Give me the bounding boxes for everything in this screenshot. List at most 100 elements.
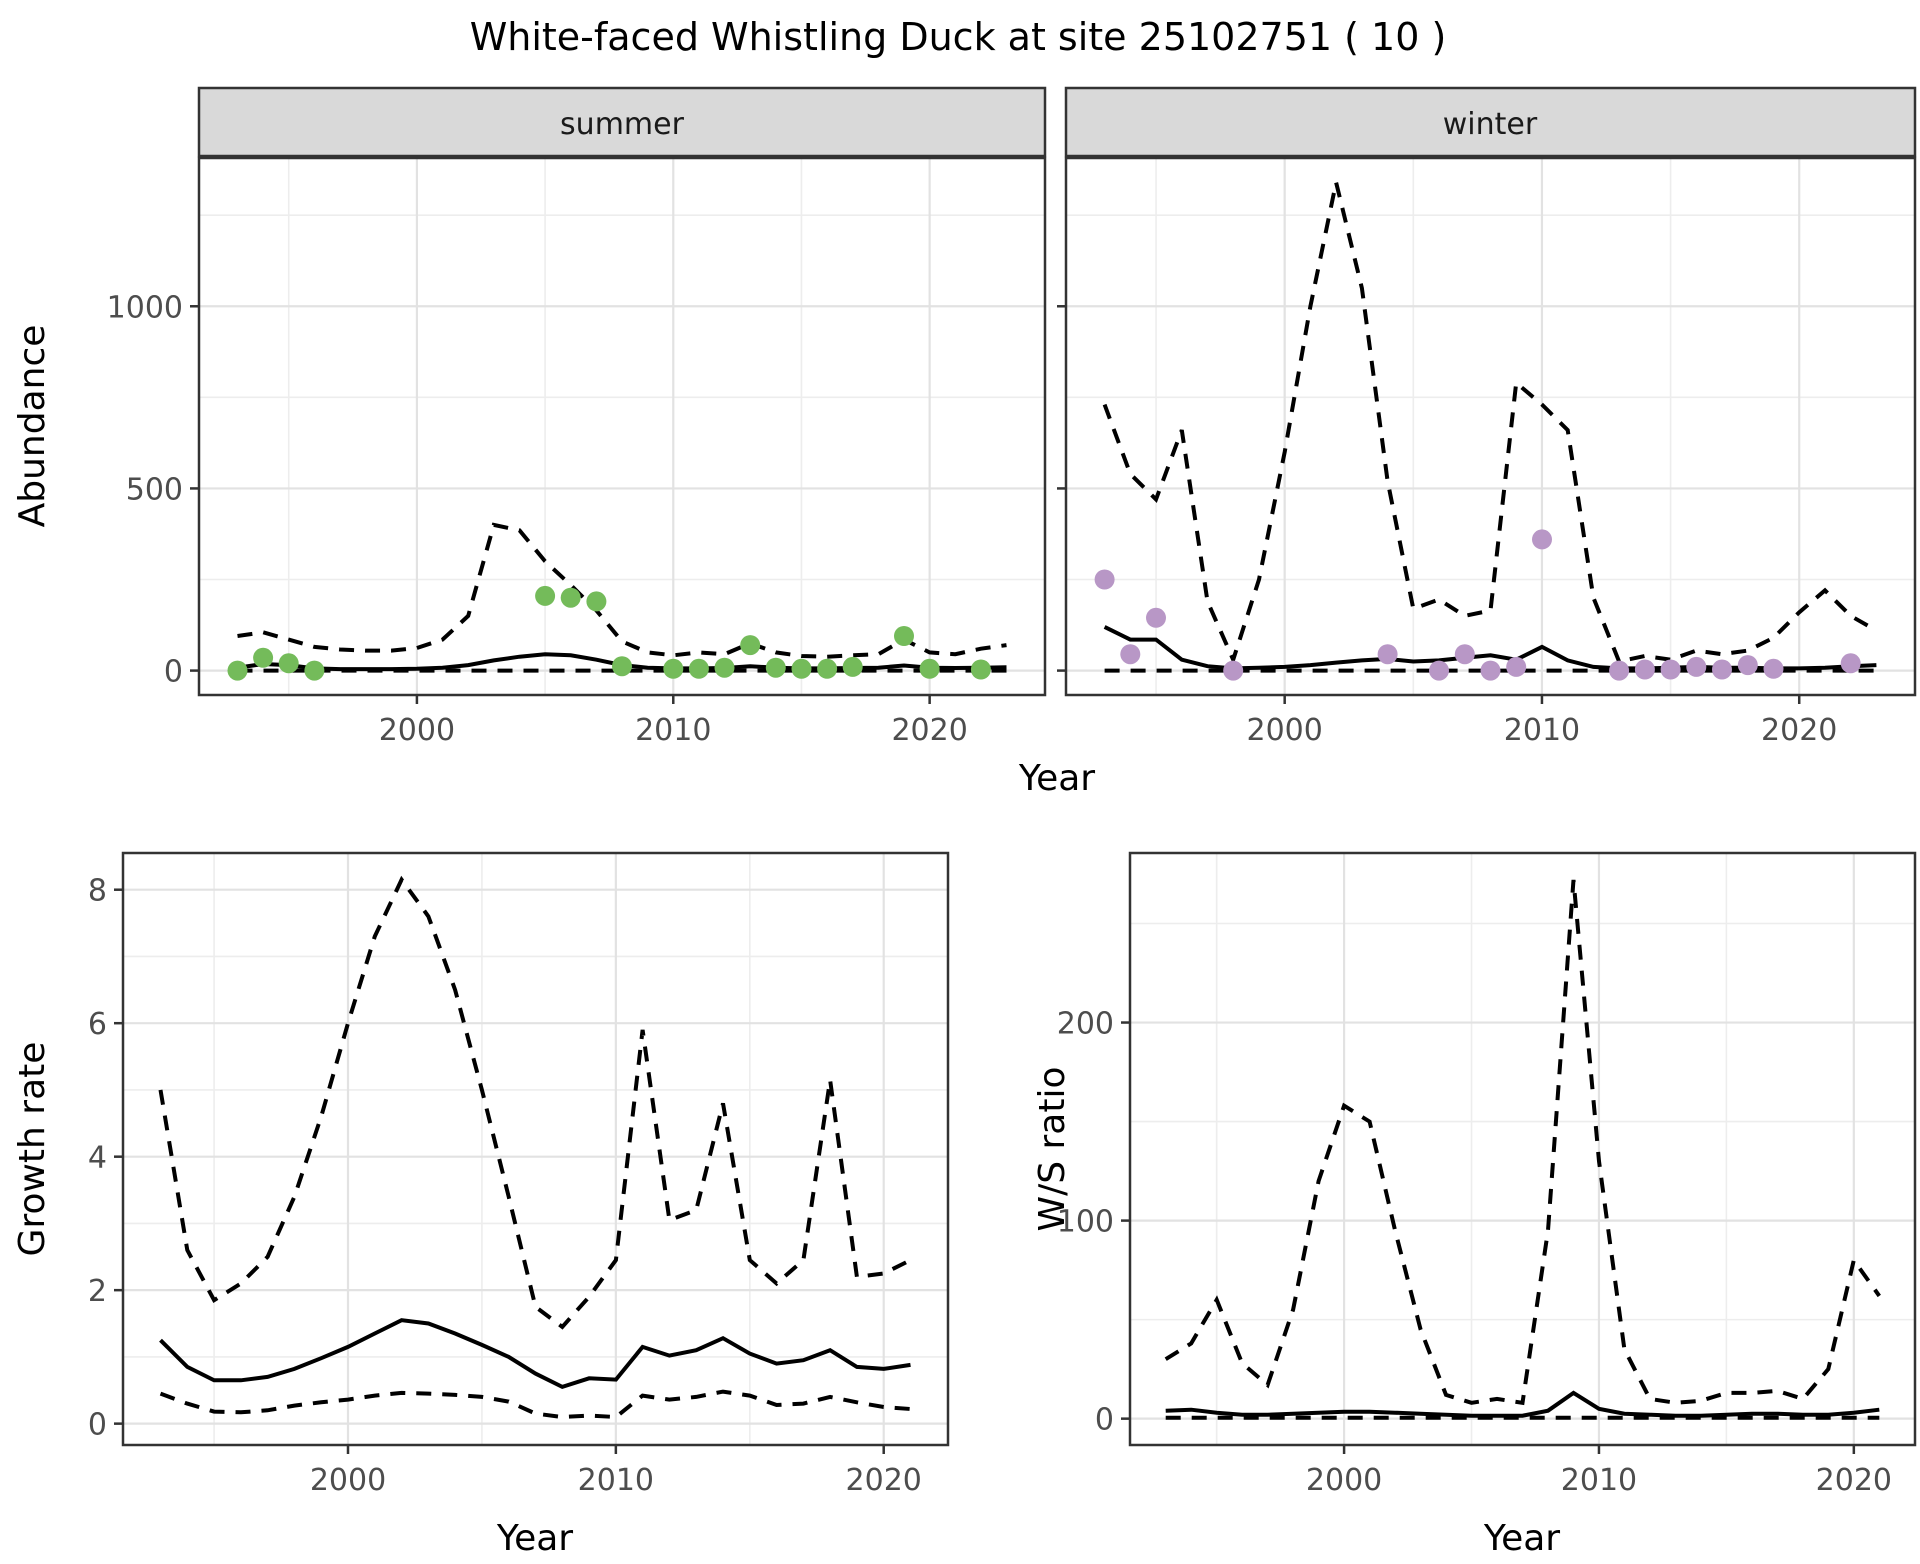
abundance_winter-point (1712, 659, 1732, 680)
abundance_winter-point (1429, 660, 1449, 681)
abundance_summer-point (560, 587, 581, 608)
abundance_summer-panel: 2000 2010 2020 0 500 1000 (107, 86, 1047, 748)
abundance_summer-x-tick-label: 2010 (635, 713, 711, 748)
y-axis-title-ws-ratio: W/S ratio (1032, 1066, 1073, 1231)
ws_ratio-fit-line (1165, 1390, 1880, 1418)
growth_rate-y-tick-label: 6 (88, 1007, 107, 1042)
growth_rate-axis-ticks: 2000 2010 2020 0 2 4 6 8 (88, 874, 922, 1498)
abundance_summer-point (894, 626, 914, 646)
ws_ratio-y-tick-label: 200 (1057, 1007, 1114, 1042)
growth_rate-y-tick-label: 0 (88, 1408, 107, 1443)
abundance_summer-point (842, 656, 863, 677)
abundance_summer-point (765, 657, 786, 678)
y-axis-title-growth-rate: Growth rate (12, 1042, 53, 1257)
abundance_winter-point (1840, 653, 1861, 674)
ws_ratio-x-tick-label: 2020 (1816, 1463, 1892, 1498)
abundance_winter-panel-background (1066, 158, 1915, 695)
abundance_summer-point (663, 658, 684, 679)
abundance_winter-facet-strip (1064, 86, 1917, 158)
abundance_summer-point (791, 658, 812, 679)
abundance_summer-upper_ci-line (237, 522, 1007, 659)
abundance_summer-point (535, 585, 556, 606)
abundance_summer-point (227, 660, 248, 681)
growth_rate-panel-border (121, 851, 950, 1447)
ws_ratio-upper_ci-line (1164, 879, 1881, 1406)
abundance_summer-point (919, 658, 940, 679)
abundance_summer-point (688, 658, 709, 679)
abundance_winter-point (1120, 644, 1141, 665)
abundance_summer-point (304, 660, 325, 681)
abundance_winter-x-tick-label: 2000 (1247, 713, 1323, 748)
abundance_winter-point (1223, 660, 1244, 681)
growth_rate-x-tick-label: 2020 (846, 1463, 922, 1498)
abundance_winter-point (1660, 659, 1681, 680)
abundance_winter-x-tick-label: 2020 (1761, 713, 1837, 748)
ws_ratio-y-tick-label: 100 (1057, 1205, 1114, 1240)
growth_rate-y-tick-label: 4 (88, 1141, 107, 1176)
ws_ratio-x-tick-label: 2000 (1306, 1463, 1382, 1498)
abundance_winter-point (1532, 529, 1552, 550)
abundance_summer-point (586, 591, 607, 612)
ws_ratio-panel-border (1128, 851, 1917, 1447)
abundance_summer-point (714, 657, 735, 678)
growth_rate-fit-line (159, 1318, 911, 1390)
abundance_summer-point (278, 653, 299, 674)
abundance_summer-points (227, 585, 991, 681)
growth_rate-panel-background (123, 853, 948, 1445)
x-axis-title-year-growth: Year (496, 1518, 573, 1559)
growth_rate-series (158, 875, 912, 1420)
abundance_winter-panel: 2000 2010 2020 (1057, 86, 1917, 748)
abundance_winter-gridlines (1066, 158, 1915, 695)
figure-title: White-faced Whistling Duck at site 25102… (470, 15, 1447, 59)
ws_ratio-panel: 2000 2010 2020 0 100 200 (1057, 851, 1917, 1498)
abundance_winter-upper_ci-line (1102, 181, 1878, 666)
abundance_winter-point (1480, 660, 1501, 681)
abundance_summer-x-tick-label: 2000 (379, 713, 455, 748)
growth_rate-upper_ci-line (158, 875, 912, 1330)
abundance_summer-point (253, 647, 274, 668)
abundance_summer-panel-background (199, 158, 1045, 695)
abundance_summer-point (740, 635, 761, 656)
ws_ratio-y-tick-label: 0 (1095, 1403, 1114, 1438)
ws_ratio-x-tick-label: 2010 (1561, 1463, 1637, 1498)
abundance_summer-y-tick-label: 0 (164, 655, 183, 690)
abundance_summer-point (612, 656, 632, 677)
ws_ratio-axis-ticks: 2000 2010 2020 0 100 200 (1057, 1007, 1892, 1498)
growth_rate-y-tick-label: 8 (88, 874, 107, 909)
growth_rate-x-tick-label: 2000 (310, 1463, 386, 1498)
abundance_summer-x-tick-label: 2020 (891, 713, 967, 748)
abundance_winter-point (1506, 656, 1527, 677)
ws_ratio-series (1164, 879, 1881, 1420)
abundance_summer-y-tick-label: 1000 (107, 290, 183, 325)
ws_ratio-panel-background (1130, 853, 1915, 1445)
growth_rate-panel: 2000 2010 2020 0 2 4 6 8 (88, 851, 950, 1498)
facet-label-winter: winter (1443, 107, 1538, 142)
ws_ratio-gridlines (1130, 853, 1915, 1445)
abundance_winter-point (1634, 659, 1655, 680)
abundance_winter-point (1377, 644, 1398, 665)
x-axis-title-year-ws: Year (1483, 1518, 1560, 1559)
abundance_summer-point (970, 659, 991, 680)
abundance_winter-axis-ticks: 2000 2010 2020 (1057, 305, 1837, 748)
growth_rate-x-tick-label: 2010 (578, 1463, 654, 1498)
abundance_winter-points (1094, 529, 1861, 681)
abundance_winter-point (1686, 656, 1707, 677)
growth_rate-y-tick-label: 2 (88, 1274, 107, 1309)
abundance_winter-point (1737, 655, 1758, 676)
y-axis-title-abundance: Abundance (12, 325, 53, 528)
abundance_winter-point (1609, 660, 1630, 681)
abundance_summer-panel-border (197, 156, 1047, 697)
abundance_winter-point (1094, 569, 1115, 590)
abundance_winter-panel-border (1064, 156, 1917, 697)
abundance_summer-facet-strip (197, 86, 1047, 158)
abundance_summer-point (817, 658, 838, 679)
abundance_winter-x-tick-label: 2010 (1504, 713, 1580, 748)
facet-label-summer: summer (560, 107, 685, 142)
x-axis-title-year-top: Year (1018, 758, 1095, 799)
abundance_winter-point (1454, 644, 1475, 665)
abundance_summer-y-tick-label: 500 (126, 472, 183, 507)
abundance_winter-point (1763, 658, 1784, 679)
abundance_summer-axis-ticks: 2000 2010 2020 0 500 1000 (107, 290, 968, 748)
